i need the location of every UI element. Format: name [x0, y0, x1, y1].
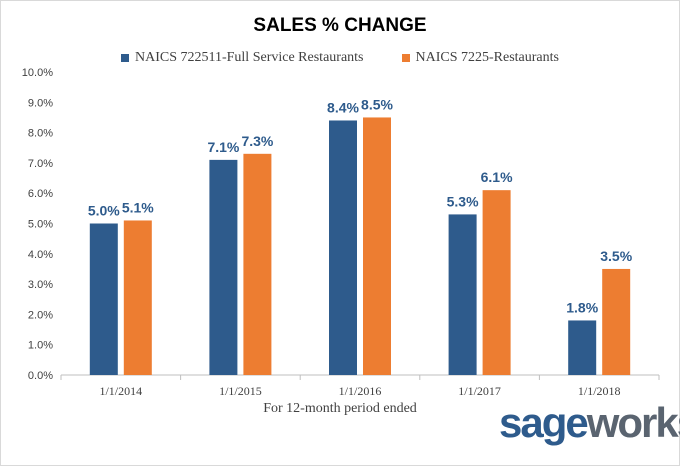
data-label: 8.4%	[327, 99, 359, 115]
y-tick-label: 8.0%	[28, 128, 53, 140]
legend-label-full-service: NAICS 722511-Full Service Restaurants	[134, 50, 364, 65]
data-label: 3.5%	[600, 248, 632, 264]
x-axis-title: For 12-month period ended	[263, 401, 417, 416]
y-tick-label: 9.0%	[28, 97, 53, 109]
bar-full-service	[329, 120, 357, 375]
y-tick-label: 7.0%	[28, 158, 53, 170]
bar-restaurants	[602, 268, 631, 375]
legend-swatch-restaurants	[401, 54, 410, 62]
x-tick-label: 1/1/2014	[99, 384, 142, 398]
data-label: 8.5%	[361, 96, 393, 112]
bar-full-service	[89, 223, 118, 375]
data-label: 7.3%	[241, 133, 273, 149]
x-tick-label: 1/1/2018	[578, 384, 621, 398]
legend-item-full-service: NAICS 722511-Full Service Restaurants	[120, 50, 364, 66]
x-tick-label: 1/1/2017	[458, 384, 501, 398]
y-tick-label: 4.0%	[28, 249, 53, 261]
y-tick-label: 10.0%	[22, 67, 53, 79]
bar-restaurants	[482, 190, 511, 375]
y-tick-label: 3.0%	[28, 279, 53, 291]
data-label: 7.1%	[207, 139, 239, 155]
legend-item-restaurants: NAICS 7225-Restaurants	[401, 50, 560, 66]
chart-title: SALES % CHANGE	[253, 15, 427, 36]
data-label: 5.1%	[122, 199, 154, 215]
y-tick-label: 1.0%	[28, 340, 53, 352]
y-tick-label: 0.0%	[28, 370, 53, 382]
bar-full-service	[209, 159, 238, 375]
bar-restaurants	[123, 220, 152, 375]
data-label: 5.3%	[447, 193, 479, 209]
logo-works-text: works	[586, 399, 680, 446]
legend: NAICS 722511-Full Service Restaurants NA…	[1, 50, 679, 66]
data-label: 6.1%	[481, 169, 513, 185]
bar-full-service	[568, 320, 597, 375]
bar-restaurants	[243, 153, 272, 375]
bar-restaurants	[363, 117, 391, 375]
bar-full-service	[448, 214, 477, 375]
data-label: 5.0%	[88, 203, 120, 219]
x-tick-label: 1/1/2015	[219, 384, 262, 398]
y-tick-label: 6.0%	[28, 188, 53, 200]
legend-swatch-full-service	[120, 54, 129, 62]
y-tick-label: 5.0%	[28, 219, 53, 231]
legend-label-restaurants: NAICS 7225-Restaurants	[415, 50, 560, 65]
x-tick-label: 1/1/2016	[339, 384, 382, 398]
logo-sage-text: sage	[499, 399, 589, 446]
sageworks-logo: sageworks®	[499, 399, 680, 453]
y-tick-label: 2.0%	[28, 309, 53, 321]
data-label: 1.8%	[566, 299, 598, 315]
